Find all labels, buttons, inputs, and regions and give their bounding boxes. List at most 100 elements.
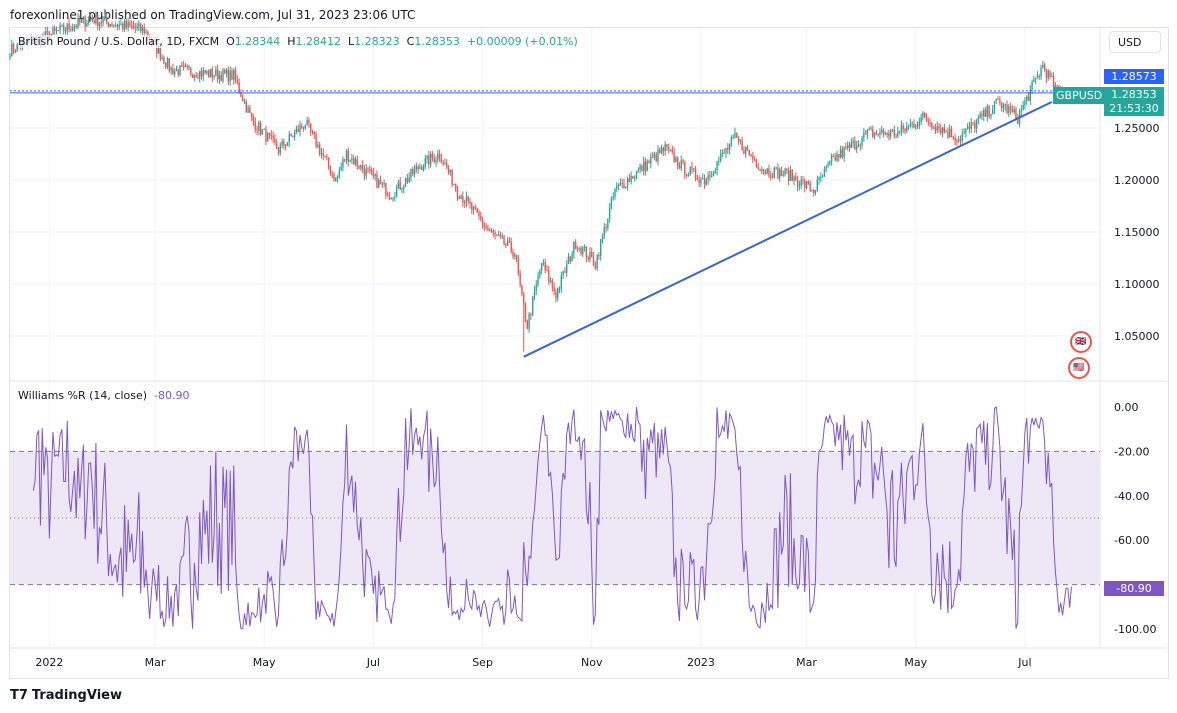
candle-body <box>199 71 201 79</box>
time-tick-label: May <box>253 656 276 669</box>
candle-body <box>295 128 298 133</box>
tradingview-logo[interactable]: 𝗧𝟳 TradingView <box>10 688 122 703</box>
candle-body <box>977 117 980 121</box>
candle-body <box>63 24 65 31</box>
us-flag-icon[interactable]: 🇺🇸 <box>1068 357 1090 379</box>
candle-body <box>639 165 641 170</box>
candle-body <box>281 141 283 146</box>
candle-body <box>947 131 949 138</box>
candle-body <box>188 66 190 69</box>
candle-body <box>848 144 851 148</box>
candle-body <box>447 167 450 173</box>
candle-body <box>250 112 253 118</box>
candle-body <box>442 162 444 165</box>
candle-body <box>1034 78 1037 80</box>
candle-body <box>963 132 965 134</box>
candle-body <box>746 147 749 151</box>
candle-body <box>168 58 171 71</box>
candle-body <box>657 149 659 162</box>
candle-body <box>909 123 912 126</box>
candle-body <box>455 184 457 190</box>
candle-body <box>886 133 888 135</box>
candle-body <box>86 23 88 27</box>
countdown-tag: 21:53:30 <box>1104 101 1164 116</box>
wr-tick-label: 0.00 <box>1114 401 1139 414</box>
candle-body <box>705 179 708 185</box>
time-tick-label: Sep <box>472 656 493 669</box>
candle-body <box>292 136 294 138</box>
currency-button[interactable]: USD <box>1109 31 1161 53</box>
candle-body <box>866 130 869 135</box>
candle-body <box>954 137 956 142</box>
candle-body <box>635 171 638 178</box>
prev-close-tag: 1.28573 <box>1104 69 1164 84</box>
candle-body <box>166 58 169 68</box>
candle-body <box>487 227 489 230</box>
candle-body <box>247 107 249 113</box>
candle-body <box>680 160 682 169</box>
candle-body <box>125 20 128 27</box>
candle-body <box>290 134 292 137</box>
candle-body <box>369 169 371 171</box>
candle-body <box>626 178 629 188</box>
candle-body <box>254 121 256 130</box>
candle-body <box>530 314 532 316</box>
candle-body <box>795 176 797 181</box>
candle-body <box>845 147 847 149</box>
open-label: O <box>226 35 235 48</box>
candle-body <box>354 159 357 165</box>
candle-body <box>710 175 713 177</box>
candle-body <box>233 70 235 80</box>
candle-body <box>574 241 577 249</box>
candle-body <box>893 129 895 136</box>
candle-body <box>97 14 99 26</box>
candle-body <box>141 27 144 31</box>
indicator-legend[interactable]: Williams %R (14, close) -80.90 <box>18 389 190 402</box>
candle-body <box>642 161 645 172</box>
candle-body <box>209 68 212 77</box>
candle-body <box>966 126 969 129</box>
candle-body <box>932 127 935 129</box>
candle-body <box>514 254 516 257</box>
candle-body <box>367 168 369 170</box>
candle-body <box>483 224 486 227</box>
candle-body <box>598 255 600 257</box>
candle-body <box>474 206 477 208</box>
candle-body <box>95 14 97 24</box>
candle-body <box>426 155 428 159</box>
candle-body <box>333 173 335 181</box>
candle-body <box>1052 75 1055 88</box>
candle-body <box>907 125 910 127</box>
candle-body <box>75 25 77 27</box>
candle-body <box>45 30 47 38</box>
candle-body <box>492 230 494 233</box>
chart-frame[interactable] <box>9 27 1169 679</box>
candle-body <box>895 135 897 137</box>
candle-body <box>600 239 602 257</box>
candle-body <box>57 30 60 32</box>
candle-body <box>274 138 276 143</box>
candle-body <box>573 241 575 255</box>
candle-body <box>992 109 994 114</box>
high-value: 1.28412 <box>295 35 342 48</box>
candle-body <box>306 120 308 126</box>
candle-body <box>392 197 394 200</box>
candle-body <box>240 92 242 97</box>
candle-body <box>68 23 70 30</box>
symbol-name[interactable]: British Pound / U.S. Dollar, 1D, FXCM <box>18 35 220 48</box>
candle-body <box>625 187 627 189</box>
candle-body <box>258 122 260 131</box>
candle-body <box>322 153 324 156</box>
uk-flag-icon[interactable]: 🇬🇧 <box>1070 331 1092 353</box>
candle-body <box>419 167 421 170</box>
candle-body <box>591 251 593 257</box>
candle-body <box>548 270 550 282</box>
candle-body <box>195 75 197 78</box>
candle-body <box>293 132 296 138</box>
candle-body <box>719 154 722 161</box>
candle-body <box>472 206 475 210</box>
candle-body <box>84 16 86 27</box>
candle-body <box>619 183 622 185</box>
candle-body <box>238 82 240 93</box>
